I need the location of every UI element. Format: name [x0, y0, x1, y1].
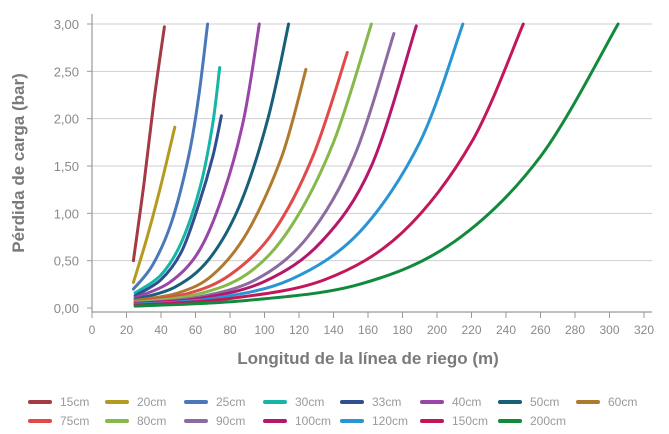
x-tick-label: 40 — [154, 323, 168, 337]
x-axis-title: Longitud de la línea de riego (m) — [237, 349, 499, 368]
x-tick-label: 300 — [599, 323, 619, 337]
legend-label: 15cm — [60, 395, 89, 409]
series-line-75cm — [133, 50, 349, 303]
y-tick-label: 2,50 — [54, 64, 79, 79]
legend-label: 50cm — [530, 395, 559, 409]
series-line-20cm — [131, 125, 177, 284]
y-tick-label: 3,00 — [54, 17, 79, 32]
legend-label: 40cm — [452, 395, 481, 409]
x-tick-label: 280 — [565, 323, 585, 337]
x-tick-label: 240 — [496, 323, 516, 337]
grid-lines — [92, 23, 652, 262]
series-line-100cm — [133, 24, 418, 305]
y-tick-label: 2,00 — [54, 112, 79, 127]
legend-label: 60cm — [608, 395, 637, 409]
x-tick-label: 20 — [120, 323, 134, 337]
series-line-30cm — [133, 66, 222, 295]
series-line-50cm — [133, 22, 291, 301]
legend-label: 80cm — [137, 414, 166, 428]
x-tick-label: 100 — [254, 323, 274, 337]
series-line-120cm — [133, 22, 465, 306]
legend-label: 75cm — [60, 414, 89, 428]
legend-label: 33cm — [372, 395, 401, 409]
x-tick-label: 260 — [530, 323, 550, 337]
legend-label: 30cm — [295, 395, 324, 409]
y-tick-label: 0,50 — [54, 254, 79, 269]
legend-label: 100cm — [295, 414, 331, 428]
x-tick-label: 120 — [289, 323, 309, 337]
x-tick-label: 60 — [189, 323, 203, 337]
y-axis-title: Pérdida de carga (bar) — [9, 73, 28, 253]
legend: 15cm 20cm 25cm 30cm 33cm 40cm 50cm 60cm 75cm 80cm… — [28, 395, 637, 428]
x-tick-label: 160 — [358, 323, 378, 337]
legend-label: 90cm — [216, 414, 245, 428]
y-tick-label: 1,50 — [54, 159, 79, 174]
series-line-15cm — [131, 25, 166, 263]
legend-label: 200cm — [530, 414, 566, 428]
series-line-33cm — [133, 114, 223, 298]
x-tick-label: 0 — [89, 323, 96, 337]
legend-label: 20cm — [137, 395, 166, 409]
series-line-80cm — [133, 22, 373, 304]
series-line-150cm — [133, 22, 525, 307]
y-tick-label: 0,00 — [54, 301, 79, 316]
x-tick-label: 200 — [427, 323, 447, 337]
x-tick-label: 320 — [634, 323, 654, 337]
series-line-60cm — [133, 67, 308, 302]
series-line-40cm — [133, 22, 261, 300]
x-axis-ticks: 0 20 40 60 80 100 120 140 160 180 200 220 240 260 280 3… — [89, 312, 654, 337]
legend-label: 120cm — [372, 414, 408, 428]
series-line-200cm — [133, 22, 620, 308]
x-tick-label: 220 — [461, 323, 481, 337]
y-tick-label: 1,00 — [54, 206, 79, 221]
legend-label: 25cm — [216, 395, 245, 409]
x-tick-label: 80 — [223, 323, 237, 337]
series-line-25cm — [131, 22, 210, 291]
x-tick-label: 180 — [392, 323, 412, 337]
y-axis-ticks: 0,00 0,50 1,00 1,50 2,00 2,50 3,00 — [54, 17, 92, 316]
x-tick-label: 140 — [323, 323, 343, 337]
series-lines — [131, 22, 620, 308]
legend-label: 150cm — [452, 414, 488, 428]
